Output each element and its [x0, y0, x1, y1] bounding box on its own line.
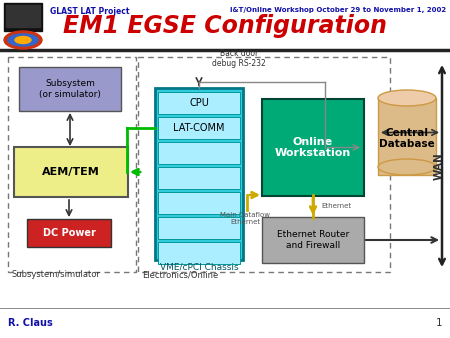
Text: GLAST LAT Project: GLAST LAT Project	[50, 7, 130, 16]
Bar	[4, 3, 42, 31]
Text: EM1 EGSE Configuration: EM1 EGSE Configuration	[63, 14, 387, 38]
Bar	[158, 117, 240, 139]
Text: Back door
debug RS-232: Back door debug RS-232	[212, 49, 266, 68]
Text: Subsystem/simulator: Subsystem/simulator	[12, 270, 101, 279]
Ellipse shape	[8, 34, 38, 46]
Text: Main Dataflow
Ethernet: Main Dataflow Ethernet	[220, 212, 270, 225]
Ellipse shape	[15, 37, 31, 44]
Text: LAT-COMM: LAT-COMM	[173, 123, 225, 133]
Bar	[155, 88, 243, 260]
Text: CPU: CPU	[189, 98, 209, 108]
Bar	[158, 242, 240, 264]
Text: Subsystem
(or simulator): Subsystem (or simulator)	[39, 79, 101, 99]
Bar	[158, 167, 240, 189]
Bar	[6, 5, 40, 27]
Bar	[158, 217, 240, 239]
Text: DC Power: DC Power	[43, 228, 95, 238]
FancyBboxPatch shape	[262, 99, 364, 196]
Text: VME/cPCI Chassis: VME/cPCI Chassis	[160, 262, 238, 271]
Text: Central
Database: Central Database	[379, 128, 435, 149]
Ellipse shape	[4, 31, 42, 49]
Text: Electronics/Online: Electronics/Online	[142, 270, 218, 279]
Ellipse shape	[378, 159, 436, 175]
Bar	[378, 98, 436, 175]
FancyBboxPatch shape	[262, 217, 364, 263]
Bar	[138, 57, 390, 272]
Bar	[158, 92, 240, 114]
Ellipse shape	[378, 90, 436, 106]
Text: I&T/Online Workshop October 29 to November 1, 2002: I&T/Online Workshop October 29 to Novemb…	[230, 7, 446, 13]
Bar	[158, 192, 240, 214]
FancyBboxPatch shape	[19, 67, 121, 111]
Text: 1: 1	[436, 318, 442, 328]
Text: R. Claus: R. Claus	[8, 318, 53, 328]
Text: Online
Workstation: Online Workstation	[275, 137, 351, 158]
Bar	[158, 142, 240, 164]
Text: WAN: WAN	[434, 152, 444, 180]
FancyBboxPatch shape	[27, 219, 111, 247]
Text: Ethernet: Ethernet	[321, 203, 351, 210]
Bar	[8, 57, 136, 272]
Text: AEM/TEM: AEM/TEM	[42, 167, 100, 177]
FancyBboxPatch shape	[14, 147, 128, 197]
Text: Ethernet Router
and Firewall: Ethernet Router and Firewall	[277, 230, 349, 250]
